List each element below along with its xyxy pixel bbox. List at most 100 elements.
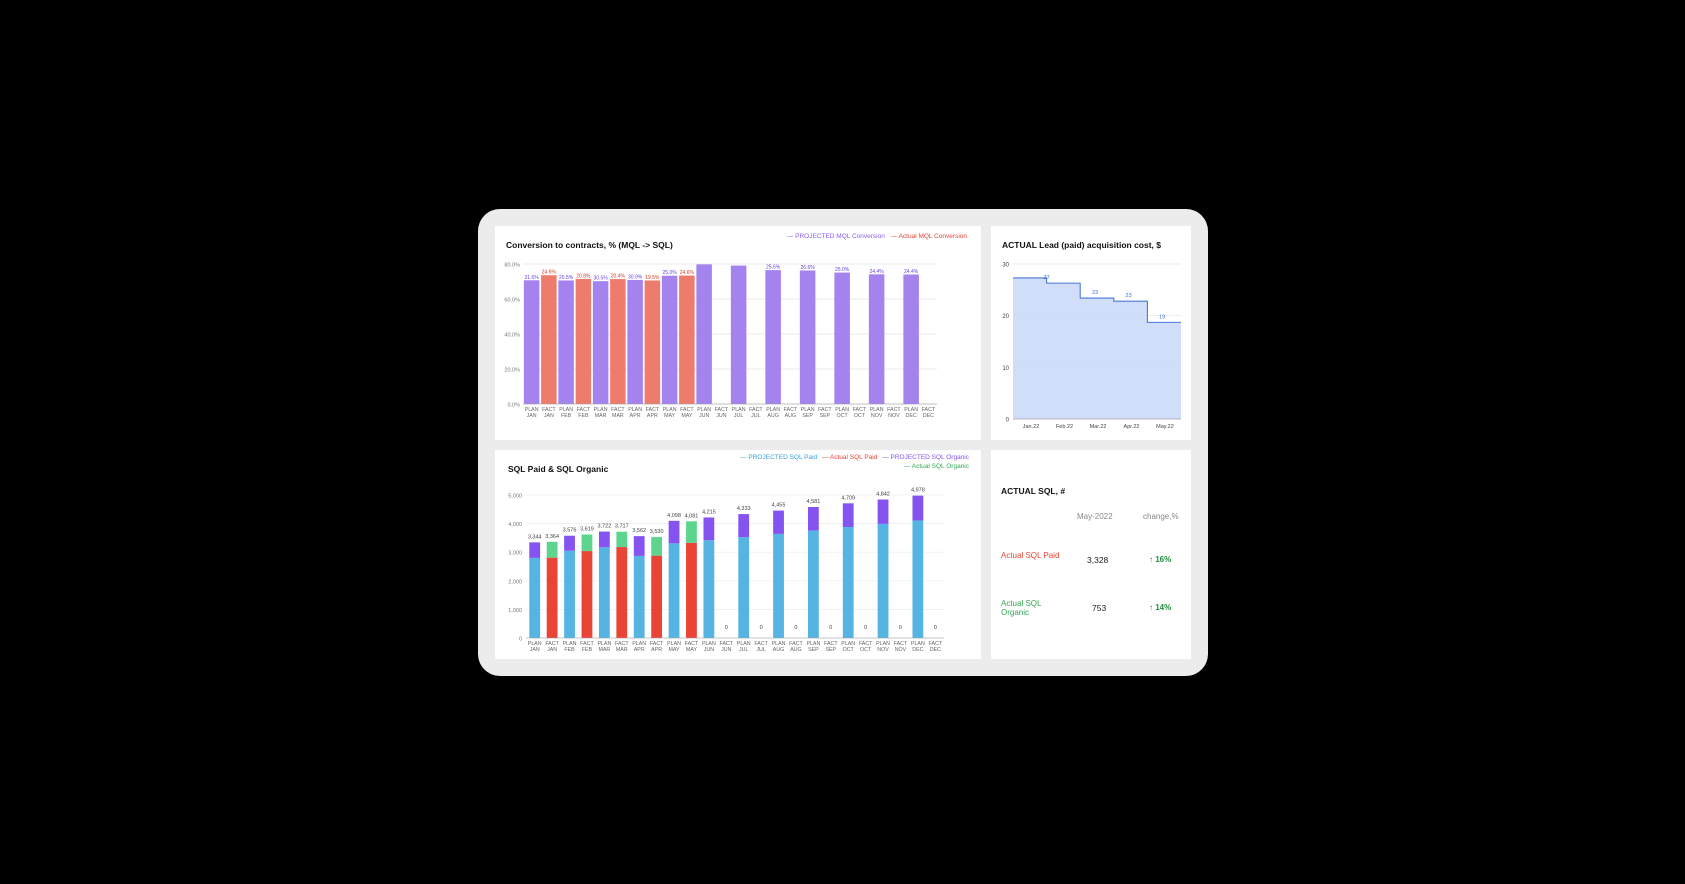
x-tick-label: OCT [843,647,855,653]
sql-total-label: 4,081 [685,513,699,519]
conversion-chart-card: Conversion to contracts, % (MQL -> SQL) … [495,226,981,440]
sql-total-label: 4,098 [667,513,681,519]
x-tick-label: AUG [785,413,796,419]
sql-organic-bar [877,499,889,524]
acquisition-cost-card: ACTUAL Lead (paid) acquisition cost, $ 0… [991,226,1191,440]
sql-paid-bar [633,555,645,638]
conversion-data-label: 20.5% [559,275,574,281]
conversion-bar [523,280,540,404]
x-tick-label: PLAN [628,407,642,413]
actual-sql-organic-value: 753 [1092,603,1107,613]
x-tick-label: Mar.22 [1090,424,1107,430]
legend-actual-sql-paid: — Actual SQL Paid [821,454,878,461]
x-tick-label: FACT [824,641,838,647]
x-tick-label: JUL [751,413,760,419]
sql-total-label: 0 [760,625,763,631]
x-tick-label: JUN [699,413,709,419]
x-tick-label: JAN [544,413,554,419]
legend-projected-mql: — PROJECTED MQL Conversion [786,233,885,240]
sql-organic-bar [598,531,610,548]
x-tick-label: NOV [871,413,883,419]
x-tick-label: FEB [578,413,589,419]
x-tick-label: FACT [720,641,734,647]
x-tick-label: JUL [756,647,765,653]
sql-organic-bar [668,520,680,544]
sql-chart-title: SQL Paid & SQL Organic [508,464,609,474]
x-tick-label: PLAN [870,407,884,413]
x-tick-label: SEP [808,647,819,653]
legend-projected-sql-paid: — PROJECTED SQL Paid [740,454,818,461]
conversion-data-label: 30.9% [628,274,643,280]
sql-organic-bar [912,495,924,521]
x-tick-label: MAY [686,647,698,653]
dashboard-frame: Conversion to contracts, % (MQL -> SQL) … [478,209,1208,676]
acquisition-cost-area [1013,277,1181,419]
sql-paid-bar [598,547,610,638]
sql-total-label: 3,562 [632,528,646,534]
sql-total-label: 3,717 [615,524,629,530]
x-tick-label: FACT [853,407,867,413]
y-tick-label: 60.0% [504,298,520,304]
y-tick-label: 0 [1006,418,1010,424]
x-tick-label: PLAN [632,641,646,647]
x-tick-label: Apr.22 [1124,424,1140,430]
sql-total-label: 3,344 [528,534,542,540]
conversion-data-label: 24.6% [680,270,695,276]
x-tick-label: FACT [646,407,660,413]
conversion-bar [730,265,747,404]
sql-total-label: 4,455 [772,503,786,509]
x-tick-label: MAY [668,647,680,653]
x-tick-label: PLAN [594,407,608,413]
x-tick-label: FACT [577,407,591,413]
sql-paid-bar [703,540,715,638]
y-tick-label: 20 [1002,314,1009,320]
x-tick-label: PLAN [667,641,681,647]
acquisition-cost-data-label: 23 [1092,290,1098,296]
actual-sql-paid-change: ↑ 16% [1149,555,1172,564]
x-tick-label: PLAN [806,641,820,647]
x-tick-label: APR [647,413,658,419]
legend-actual-sql-organic: — Actual SQL Organic [903,463,969,470]
x-tick-label: PLAN [702,641,716,647]
y-tick-label: 0.0% [507,403,520,409]
conversion-bar [610,279,626,404]
conversion-data-label: 20.8% [576,273,591,279]
sql-total-label: 3,364 [545,534,559,540]
x-tick-label: PLAN [904,407,918,413]
legend-projected-sql-organic: — PROJECTED SQL Organic [882,454,969,461]
sql-organic-bar [738,514,750,538]
sql-organic-bar [703,517,715,541]
conversion-data-label: 25.6% [766,265,781,271]
x-tick-label: JAN [547,647,557,653]
y-tick-label: 1,000 [508,608,522,614]
sql-legend: — PROJECTED SQL Paid — Actual SQL Paid —… [689,453,969,471]
x-tick-label: May.22 [1156,424,1174,430]
conversion-bar [558,280,574,404]
sql-paid-bar [877,523,889,638]
x-tick-label: FACT [715,407,729,413]
x-tick-label: NOV [888,413,900,419]
x-tick-label: MAY [681,413,693,419]
x-tick-label: Feb.22 [1056,424,1073,430]
x-tick-label: FACT [789,641,803,647]
sql-total-label: 4,709 [841,495,855,501]
x-tick-label: SEP [820,413,831,419]
sql-total-label: 0 [899,625,902,631]
y-tick-label: 3,000 [508,551,522,557]
x-tick-label: OCT [854,413,866,419]
x-tick-label: DEC [912,647,923,653]
sql-stacked-bar-chart: 01,0002,0003,0004,0005,0003,344PLANJAN3,… [508,488,944,653]
conversion-data-label: 24.4% [904,269,919,275]
acquisition-cost-data-label: 19 [1159,314,1165,320]
sql-paid-bar [912,520,924,638]
x-tick-label: FACT [784,407,798,413]
x-tick-label: DEC [906,413,917,419]
x-tick-label: MAR [612,413,624,419]
sql-paid-bar [738,537,750,638]
conversion-data-label: 26.6% [801,265,816,271]
sql-organic-bar [546,541,558,558]
x-tick-label: PLAN [737,641,751,647]
x-tick-label: PLAN [841,641,855,647]
conversion-data-label: 31.6% [525,275,540,281]
conversion-bar [696,264,712,404]
